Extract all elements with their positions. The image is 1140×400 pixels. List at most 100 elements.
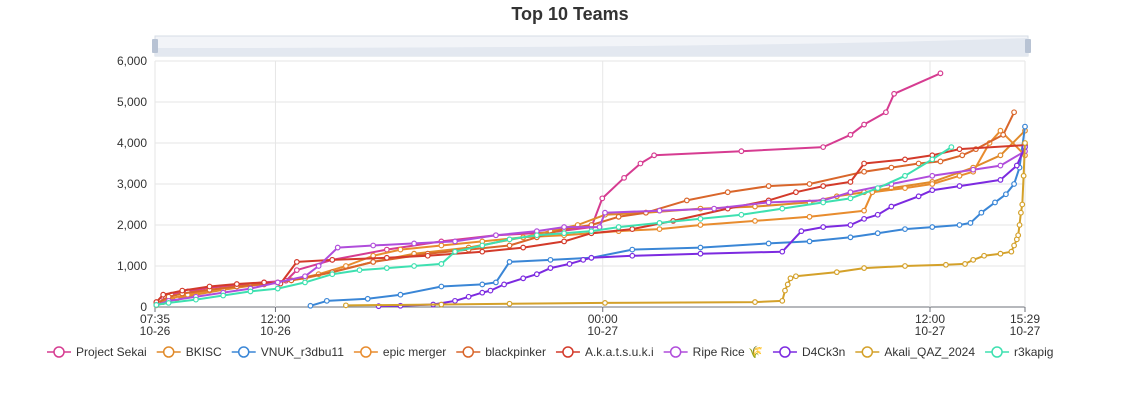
data-point[interactable] bbox=[997, 152, 1004, 159]
data-point[interactable] bbox=[370, 242, 377, 249]
data-point[interactable] bbox=[970, 166, 977, 173]
data-point[interactable] bbox=[883, 109, 889, 116]
data-point[interactable] bbox=[533, 271, 540, 278]
data-point[interactable] bbox=[656, 226, 663, 233]
data-point[interactable] bbox=[711, 205, 717, 212]
data-point[interactable] bbox=[438, 261, 445, 267]
data-point[interactable] bbox=[364, 295, 371, 302]
data-point[interactable] bbox=[153, 302, 160, 308]
data-point[interactable] bbox=[1013, 162, 1020, 169]
data-point[interactable] bbox=[1018, 209, 1024, 216]
data-point[interactable] bbox=[765, 240, 772, 247]
data-point[interactable] bbox=[779, 248, 786, 255]
data-point[interactable] bbox=[915, 160, 922, 167]
data-point[interactable] bbox=[943, 261, 949, 268]
data-point[interactable] bbox=[929, 224, 936, 230]
data-point[interactable] bbox=[1015, 232, 1022, 239]
data-point[interactable] bbox=[847, 234, 854, 241]
data-point[interactable] bbox=[874, 185, 881, 192]
data-point[interactable] bbox=[261, 279, 267, 286]
data-point[interactable] bbox=[520, 275, 527, 282]
data-point[interactable] bbox=[861, 215, 867, 222]
legend-item[interactable]: blackpinker bbox=[456, 345, 546, 359]
data-point[interactable] bbox=[520, 244, 527, 251]
data-point[interactable] bbox=[948, 144, 955, 151]
data-point[interactable] bbox=[452, 248, 458, 255]
data-point[interactable] bbox=[784, 281, 791, 288]
data-point[interactable] bbox=[452, 238, 458, 245]
data-point[interactable] bbox=[479, 289, 486, 296]
legend-item[interactable]: VNUK_r3dbu11 bbox=[231, 345, 344, 359]
data-point[interactable] bbox=[929, 181, 936, 187]
data-point[interactable] bbox=[247, 288, 254, 295]
data-point[interactable] bbox=[193, 296, 199, 303]
data-point[interactable] bbox=[697, 222, 704, 228]
data-point[interactable] bbox=[874, 211, 881, 218]
data-point[interactable] bbox=[929, 187, 936, 194]
data-point[interactable] bbox=[847, 179, 854, 185]
data-point[interactable] bbox=[1020, 172, 1027, 179]
data-point[interactable] bbox=[302, 273, 308, 280]
data-point[interactable] bbox=[506, 300, 513, 307]
legend-item[interactable]: Ripe Rice 🌾 bbox=[663, 345, 763, 359]
data-point[interactable] bbox=[888, 203, 895, 210]
data-point[interactable] bbox=[302, 279, 308, 286]
data-point[interactable] bbox=[233, 281, 240, 287]
data-point[interactable] bbox=[487, 287, 494, 294]
data-point[interactable] bbox=[307, 302, 314, 309]
data-point[interactable] bbox=[1022, 123, 1028, 130]
data-point[interactable] bbox=[479, 242, 486, 249]
data-point[interactable] bbox=[798, 228, 805, 235]
data-point[interactable] bbox=[561, 224, 567, 230]
data-point[interactable] bbox=[902, 172, 908, 179]
data-point[interactable] bbox=[566, 261, 573, 267]
data-point[interactable] bbox=[343, 302, 349, 309]
data-point[interactable] bbox=[861, 168, 867, 175]
data-point[interactable] bbox=[724, 189, 731, 196]
data-point[interactable] bbox=[697, 215, 704, 222]
data-point[interactable] bbox=[1011, 109, 1017, 116]
data-point[interactable] bbox=[334, 244, 341, 251]
data-point[interactable] bbox=[697, 244, 704, 251]
data-point[interactable] bbox=[656, 207, 663, 214]
data-point[interactable] bbox=[806, 213, 813, 220]
data-point[interactable] bbox=[329, 256, 336, 263]
data-point[interactable] bbox=[937, 158, 944, 165]
data-point[interactable] bbox=[962, 261, 968, 267]
data-point[interactable] bbox=[315, 263, 322, 269]
data-point[interactable] bbox=[656, 220, 663, 226]
data-point[interactable] bbox=[820, 144, 827, 151]
data-point[interactable] bbox=[956, 183, 963, 189]
data-point[interactable] bbox=[697, 250, 704, 257]
data-point[interactable] bbox=[629, 226, 636, 233]
data-point[interactable] bbox=[411, 263, 417, 269]
data-point[interactable] bbox=[438, 283, 445, 290]
data-point[interactable] bbox=[533, 232, 540, 239]
data-point[interactable] bbox=[580, 256, 587, 263]
data-point[interactable] bbox=[929, 156, 936, 163]
data-point[interactable] bbox=[220, 292, 227, 299]
data-point[interactable] bbox=[370, 259, 377, 265]
data-point[interactable] bbox=[329, 271, 336, 278]
data-point[interactable] bbox=[602, 300, 608, 306]
legend-item[interactable]: BKISC bbox=[156, 345, 222, 359]
data-point[interactable] bbox=[779, 205, 786, 212]
data-point[interactable] bbox=[738, 148, 745, 155]
data-point[interactable] bbox=[411, 240, 417, 247]
legend-item[interactable]: Akali_QAZ_2024 bbox=[855, 345, 975, 359]
legend-item[interactable]: epic merger bbox=[353, 345, 446, 359]
legend-item[interactable]: r3kapig bbox=[985, 345, 1053, 359]
zoom-slider-right-handle[interactable] bbox=[1025, 39, 1031, 53]
data-point[interactable] bbox=[397, 291, 404, 298]
data-point[interactable] bbox=[629, 246, 636, 253]
data-point[interactable] bbox=[637, 160, 644, 167]
data-point[interactable] bbox=[293, 259, 300, 265]
data-point[interactable] bbox=[506, 236, 513, 243]
data-point[interactable] bbox=[902, 185, 908, 192]
data-point[interactable] bbox=[902, 156, 908, 163]
data-point[interactable] bbox=[891, 90, 897, 97]
data-point[interactable] bbox=[479, 281, 486, 288]
data-point[interactable] bbox=[997, 127, 1004, 134]
data-point[interactable] bbox=[615, 213, 622, 220]
data-point[interactable] bbox=[997, 176, 1004, 183]
